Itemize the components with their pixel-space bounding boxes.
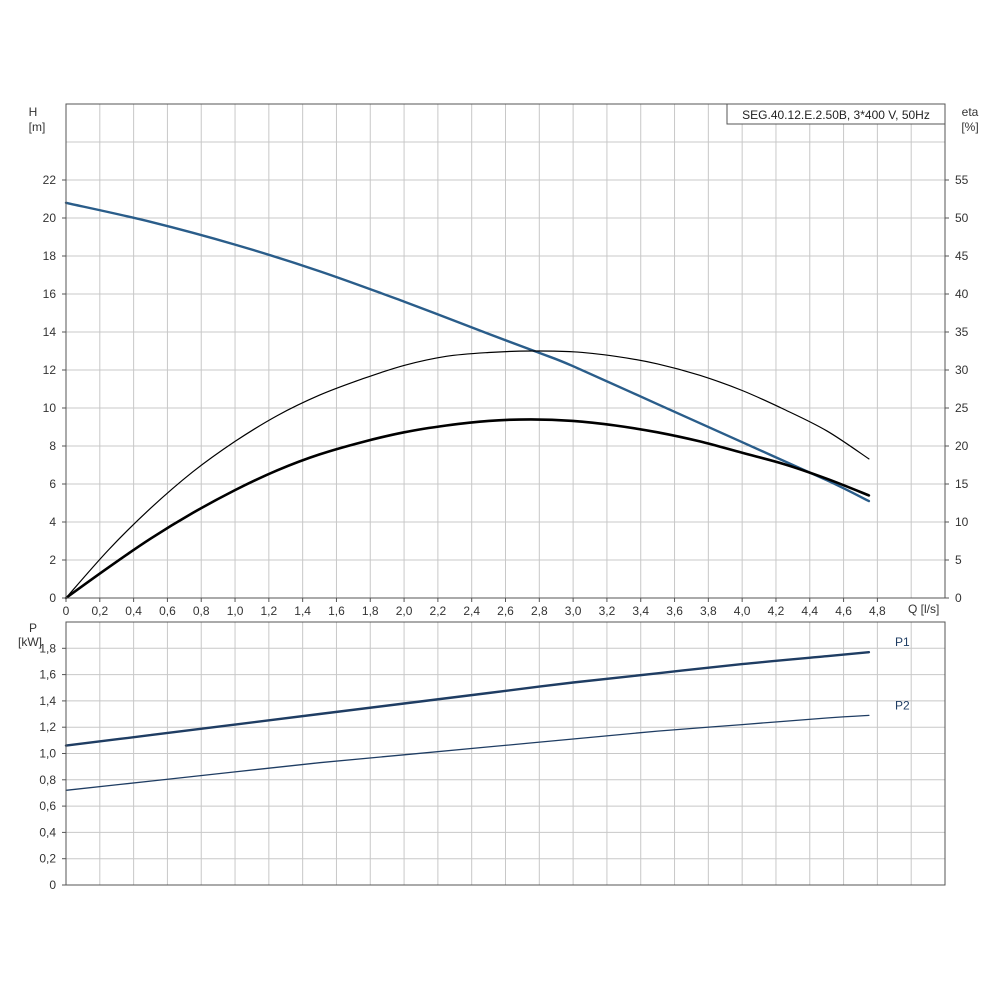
model-label: SEG.40.12.E.2.50B, 3*400 V, 50Hz: [742, 108, 930, 122]
y-left-tick-label: 2: [49, 553, 56, 567]
y-axis-right-label: eta: [962, 105, 979, 119]
power-curve-p1: [64, 651, 871, 747]
x-tick-label: 0,4: [125, 604, 142, 618]
x-tick-label: 2,6: [497, 604, 514, 618]
x-tick-label: 1,8: [362, 604, 379, 618]
y-right-tick-label: 10: [955, 515, 969, 529]
y-right-tick-label: 15: [955, 477, 969, 491]
series-layer: [64, 201, 871, 791]
x-tick-label: 4,0: [734, 604, 751, 618]
y-left-tick-label: 18: [43, 249, 57, 263]
head-curve: [64, 201, 871, 503]
x-tick-label: 0,6: [159, 604, 176, 618]
x-tick-label: 2,2: [430, 604, 447, 618]
grid-layer: [66, 104, 945, 885]
efficiency-curve-thick: [64, 418, 871, 600]
y-axis-left-label: H: [29, 105, 38, 119]
power-axis-label: P: [29, 621, 37, 635]
model-label-box: [726, 103, 946, 125]
x-tick-label: 3,2: [599, 604, 616, 618]
series-label-p2: P2: [895, 698, 910, 712]
x-axis-label: Q [l/s]: [908, 602, 939, 616]
x-tick-label: 1,2: [261, 604, 278, 618]
x-tick-label: 0,2: [91, 604, 108, 618]
text-layer: H [m] eta [%] Q [l/s] P [kW] 0 0,2 0,4 0,6 0…: [18, 105, 979, 892]
power-tick-label: 1,6: [39, 668, 56, 682]
x-tick-label: 2,4: [463, 604, 480, 618]
power-tick-label: 1,4: [39, 694, 56, 708]
x-tick-label: 4,8: [869, 604, 886, 618]
x-tick-label: 4,2: [768, 604, 785, 618]
y-right-tick-label: 20: [955, 439, 969, 453]
y-left-tick-label: 10: [43, 401, 57, 415]
power-axis-unit: [kW]: [18, 635, 42, 649]
power-tick-label: 0,8: [39, 773, 56, 787]
y-right-tick-label: 50: [955, 211, 969, 225]
x-tick-label: 1,4: [294, 604, 311, 618]
series-label-p1: P1: [895, 635, 910, 649]
x-tick-label: 2,8: [531, 604, 548, 618]
y-right-tick-label: 30: [955, 363, 969, 377]
frame-layer: [62, 103, 949, 886]
y-left-tick-label: 22: [43, 173, 57, 187]
power-tick-label: 0,2: [39, 852, 56, 866]
power-tick-label: 0,6: [39, 799, 56, 813]
x-tick-label: 0: [63, 604, 70, 618]
y-left-tick-label: 12: [43, 363, 57, 377]
y-right-tick-label: 25: [955, 401, 969, 415]
y-right-tick-label: 5: [955, 553, 962, 567]
y-left-tick-label: 16: [43, 287, 57, 301]
x-tick-label: 1,6: [328, 604, 345, 618]
efficiency-curve-thin: [65, 350, 870, 599]
y-axis-left-unit: [m]: [29, 120, 46, 134]
x-tick-label: 1,0: [227, 604, 244, 618]
power-tick-label: 0,4: [39, 825, 56, 839]
y-axis-right-unit: [%]: [961, 120, 978, 134]
y-left-tick-label: 8: [49, 439, 56, 453]
y-left-tick-label: 4: [49, 515, 56, 529]
x-tick-label: 3,8: [700, 604, 717, 618]
power-tick-label: 1,0: [39, 747, 56, 761]
power-tick-label: 1,8: [39, 641, 56, 655]
power-tick-label: 0: [49, 878, 56, 892]
y-right-tick-label: 0: [955, 591, 962, 605]
y-left-tick-label: 14: [43, 325, 57, 339]
x-tick-label: 3,6: [666, 604, 683, 618]
x-tick-label: 3,0: [565, 604, 582, 618]
y-left-tick-label: 6: [49, 477, 56, 491]
x-tick-label: 0,8: [193, 604, 210, 618]
power-curve-p2: [65, 714, 870, 791]
y-right-tick-label: 45: [955, 249, 969, 263]
y-right-tick-label: 35: [955, 325, 969, 339]
power-tick-label: 1,2: [39, 720, 56, 734]
y-left-tick-label: 20: [43, 211, 57, 225]
y-right-tick-label: 55: [955, 173, 969, 187]
x-tick-label: 4,4: [801, 604, 818, 618]
x-tick-label: 3,4: [632, 604, 649, 618]
y-right-tick-label: 40: [955, 287, 969, 301]
x-tick-label: 2,0: [396, 604, 413, 618]
x-tick-label: 4,6: [835, 604, 852, 618]
y-left-tick-label: 0: [49, 591, 56, 605]
